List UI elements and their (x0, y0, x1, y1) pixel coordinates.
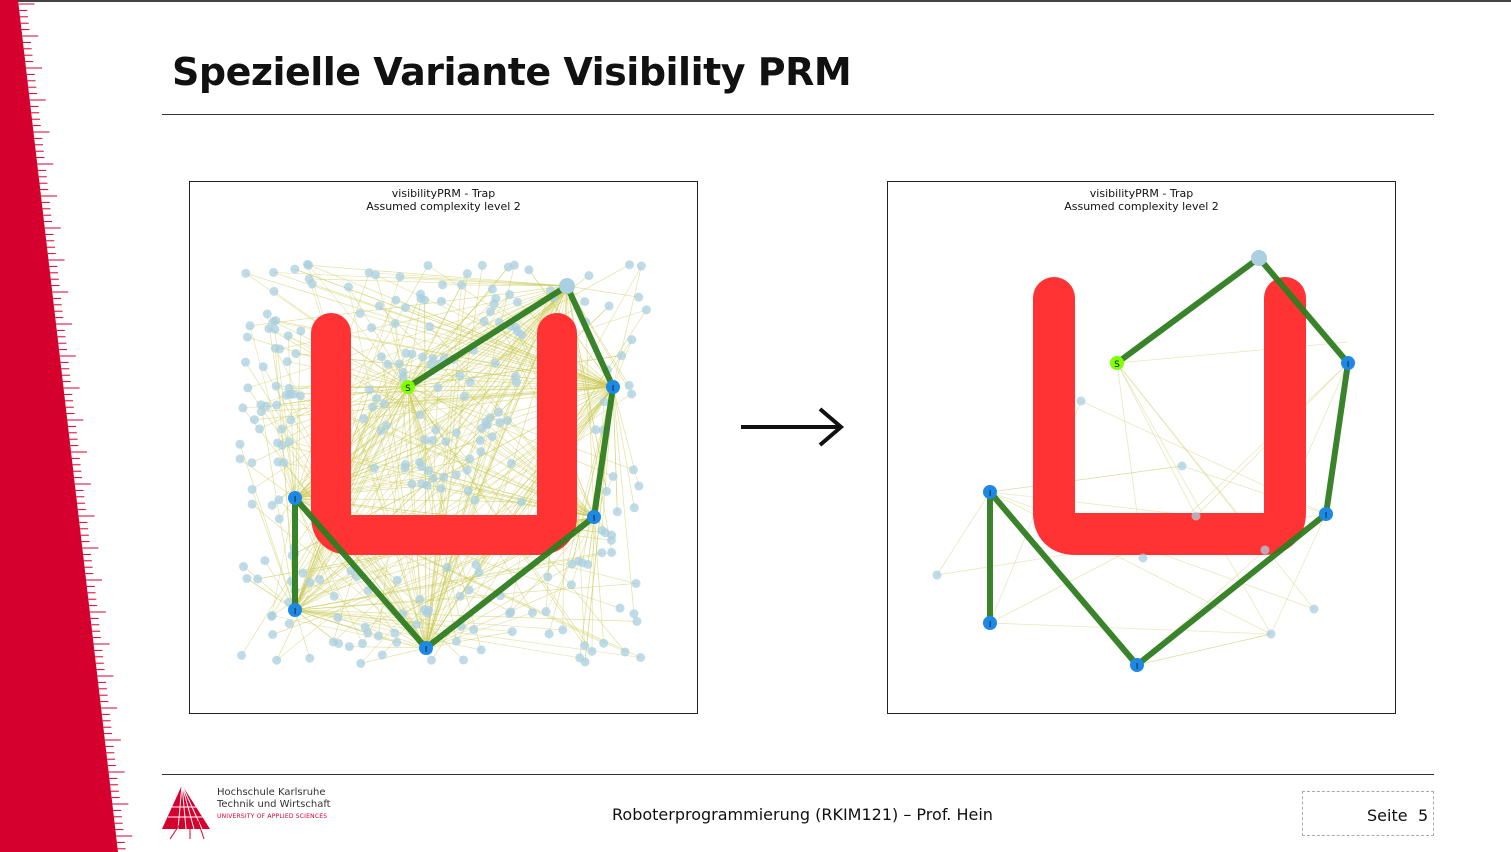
plot-left-subtitle: Assumed complexity level 2 (366, 200, 521, 213)
guard-node: I (587, 510, 601, 524)
page-label: Seite (1367, 806, 1408, 825)
page-number-box: Seite 5 (1302, 791, 1434, 836)
plot-left: S I I I I I visibilityPRM - Trap Assumed… (189, 181, 698, 714)
trap-obstacle (1033, 277, 1306, 555)
top-border (0, 0, 1511, 2)
svg-text:I: I (425, 645, 427, 654)
footer-course: Roboterprogrammierung (RKIM121) – Prof. … (612, 805, 993, 824)
ruler-decoration (0, 0, 133, 852)
logo-line-1: Hochschule Karlsruhe (217, 787, 326, 798)
svg-text:I: I (1136, 662, 1138, 671)
guard-node: I (983, 616, 997, 630)
plot-right-subtitle: Assumed complexity level 2 (1064, 200, 1219, 213)
connector-node (559, 278, 575, 294)
plot-right: S I I I I I visibilityPRM - Trap Assumed… (887, 181, 1396, 714)
guard-node: I (983, 485, 997, 499)
plot-left-title: visibilityPRM - Trap (391, 187, 496, 200)
svg-text:I: I (294, 607, 296, 616)
logo-line-3: UNIVERSITY OF APPLIED SCIENCES (217, 813, 328, 820)
start-node-label: S (1114, 360, 1120, 370)
start-node (1110, 356, 1124, 370)
title-divider (162, 114, 1434, 115)
start-node-label: S (405, 384, 411, 394)
guard-node: I (1341, 356, 1355, 370)
logo-mark-icon (162, 784, 210, 840)
trap-obstacle (311, 313, 577, 555)
guard-node: I (1319, 507, 1333, 521)
guard-node: I (288, 603, 302, 617)
connector-node (1251, 250, 1267, 266)
svg-text:I: I (989, 489, 991, 498)
guard-node: I (288, 491, 302, 505)
page-number: 5 (1418, 806, 1429, 825)
plot-right-title: visibilityPRM - Trap (1089, 187, 1194, 200)
logo-line-2: Technik und Wirtschaft (217, 799, 331, 810)
plot-left-canvas: S I I I I I (235, 259, 651, 668)
svg-text:I: I (612, 384, 614, 393)
svg-text:I: I (1347, 360, 1349, 369)
guard-node: I (1130, 658, 1144, 672)
university-logo: Hochschule Karlsruhe Technik und Wirtsch… (160, 783, 340, 843)
svg-text:I: I (1325, 511, 1327, 520)
footer-divider (162, 774, 1434, 775)
svg-text:I: I (294, 495, 296, 504)
slide-title: Spezielle Variante Visibility PRM (172, 50, 852, 94)
svg-text:I: I (593, 514, 595, 523)
plot-right-canvas: S I I I I I (932, 250, 1355, 672)
start-node (401, 380, 415, 394)
svg-text:I: I (989, 620, 991, 629)
right-arrow-icon (741, 407, 845, 447)
guard-node: I (419, 641, 433, 655)
guard-node: I (606, 380, 620, 394)
